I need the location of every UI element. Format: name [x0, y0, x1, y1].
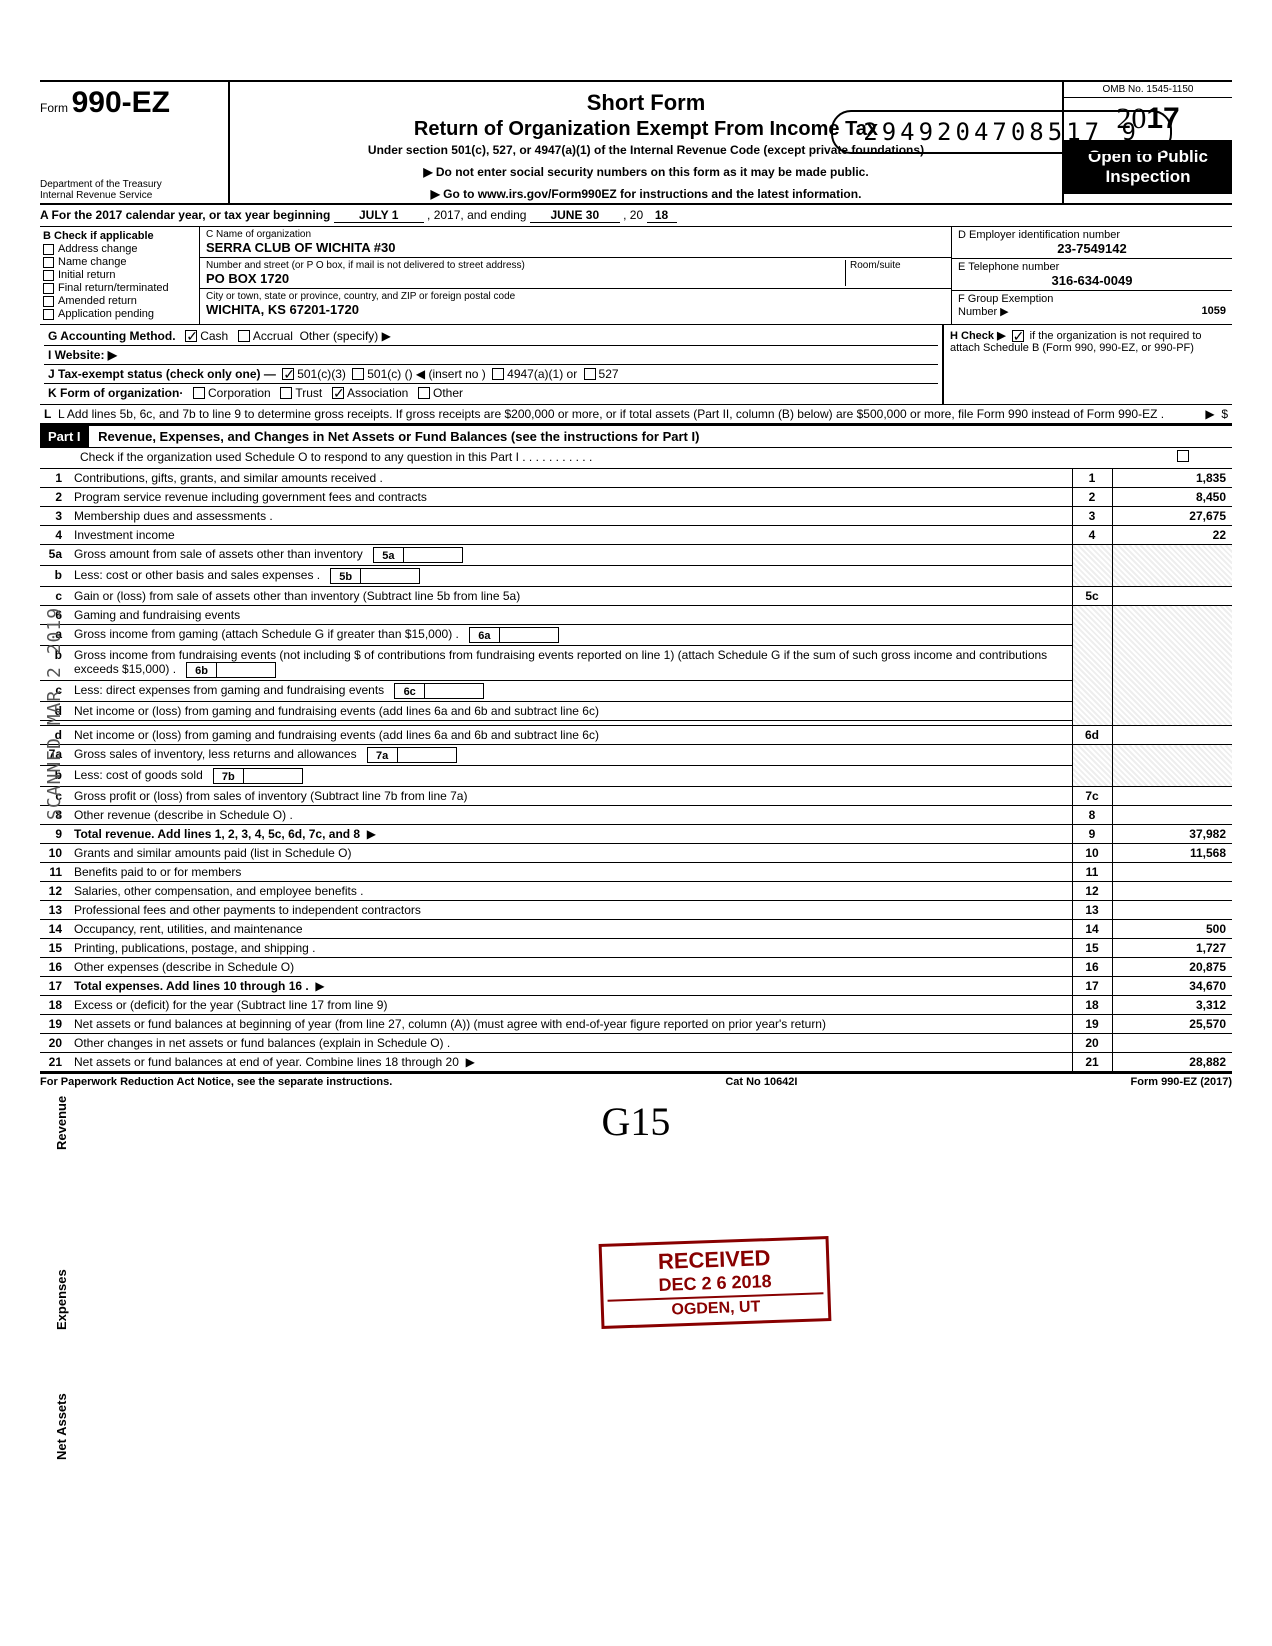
line-i-website: I Website: ▶	[48, 348, 117, 362]
part-1-check: Check if the organization used Schedule …	[40, 448, 1232, 469]
ein-value: 23-7549142	[958, 241, 1226, 256]
org-name: SERRA CLUB OF WICHITA #30	[206, 240, 945, 255]
city-label: City or town, state or province, country…	[206, 291, 945, 302]
cb-trust[interactable]	[280, 387, 292, 399]
received-stamp: RECEIVED DEC 2 6 2018 OGDEN, UT	[599, 1236, 832, 1329]
cb-cash[interactable]	[185, 330, 197, 342]
col-b-heading: B Check if applicable	[43, 230, 154, 242]
dln-number: 2949204708517 9	[831, 110, 1172, 154]
org-city: WICHITA, KS 67201-1720	[206, 302, 945, 317]
addr-label: Number and street (or P O box, if mail i…	[206, 260, 845, 271]
lines-table: 1Contributions, gifts, grants, and simil…	[40, 469, 1232, 726]
omb-number: OMB No. 1545-1150	[1064, 82, 1232, 98]
phone-value: 316-634-0049	[958, 273, 1226, 288]
cb-501c[interactable]	[352, 368, 364, 380]
website-note: ▶ Go to www.irs.gov/Form990EZ for instru…	[238, 187, 1054, 201]
cb-corp[interactable]	[193, 387, 205, 399]
cb-sched-o[interactable]	[1177, 450, 1189, 462]
line-l: L L Add lines 5b, 6c, and 7b to line 9 t…	[40, 405, 1232, 424]
cb-527[interactable]	[584, 368, 596, 380]
cb-501c3[interactable]	[282, 368, 294, 380]
line-h-label: H Check ▶	[950, 330, 1006, 342]
section-bcd: B Check if applicable Address change Nam…	[40, 227, 1232, 325]
cb-accrual[interactable]	[238, 330, 250, 342]
lines-table-2: dNet income or (loss) from gaming and fu…	[40, 726, 1232, 1073]
footer: For Paperwork Reduction Act Notice, see …	[40, 1073, 1232, 1088]
dept-treasury: Department of the Treasury Internal Reve…	[40, 179, 162, 201]
cb-other-org[interactable]	[418, 387, 430, 399]
scanned-stamp: SCANNED MAR 2 2019	[44, 607, 65, 820]
part-1-header: Part I Revenue, Expenses, and Changes in…	[40, 424, 1232, 448]
ssn-warning: ▶ Do not enter social security numbers o…	[238, 165, 1054, 179]
cb-name-change[interactable]	[43, 257, 54, 268]
cb-address-change[interactable]	[43, 244, 54, 255]
cat-number: Cat No 10642I	[725, 1076, 797, 1088]
side-label-netassets: Net Assets	[54, 1393, 69, 1460]
cb-sched-b[interactable]	[1012, 330, 1024, 342]
group-exempt-label: F Group Exemption	[958, 293, 1053, 305]
group-exempt-value: 1059	[1202, 305, 1226, 317]
cb-final-return[interactable]	[43, 283, 54, 294]
org-name-label: C Name of organization	[206, 229, 945, 240]
ein-label: D Employer identification number	[958, 229, 1120, 241]
line-g-label: G Accounting Method.	[48, 329, 176, 343]
cb-4947[interactable]	[492, 368, 504, 380]
form-prefix: Form	[40, 101, 68, 115]
room-suite-label: Room/suite	[845, 260, 945, 286]
side-label-revenue: Revenue	[54, 1096, 69, 1150]
phone-label: E Telephone number	[958, 261, 1059, 273]
paperwork-notice: For Paperwork Reduction Act Notice, see …	[40, 1076, 392, 1088]
cb-amended[interactable]	[43, 296, 54, 307]
line-k-label: K Form of organization·	[48, 386, 183, 400]
handwritten-note: G15	[40, 1098, 1232, 1145]
form-ref: Form 990-EZ (2017)	[1131, 1076, 1232, 1088]
cb-assoc[interactable]	[332, 387, 344, 399]
org-address: PO BOX 1720	[206, 271, 845, 286]
cb-initial-return[interactable]	[43, 270, 54, 281]
cb-app-pending[interactable]	[43, 309, 54, 320]
line-j-label: J Tax-exempt status (check only one) —	[48, 367, 276, 381]
form-number: 990-EZ	[72, 86, 170, 119]
line-a-tax-year: A For the 2017 calendar year, or tax yea…	[40, 205, 1232, 227]
side-label-expenses: Expenses	[54, 1269, 69, 1330]
